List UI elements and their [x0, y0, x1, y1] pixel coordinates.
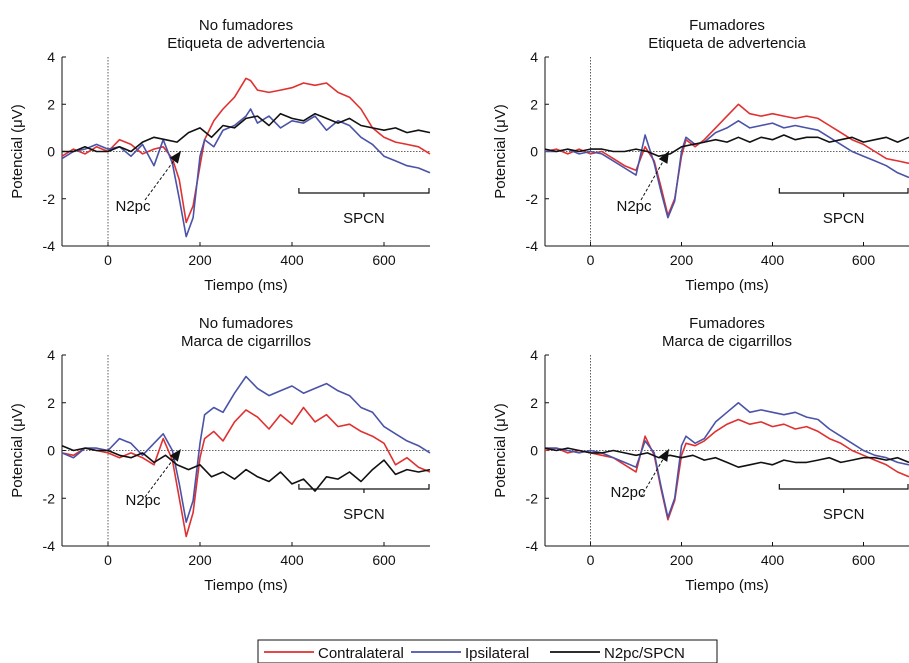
n2pc-arrow-head: [169, 449, 181, 462]
series-line-ipsilateral: [545, 120, 909, 219]
series-line-contralateral: [544, 103, 909, 217]
y-tick-label: -2: [526, 490, 539, 506]
series-line-ipsilateral: [61, 375, 431, 523]
spcn-bracket: [298, 484, 430, 493]
y-axis-label: Potencial (μV): [492, 403, 509, 498]
chart-title: Fumadores: [689, 315, 765, 332]
y-tick-label: -2: [43, 490, 56, 506]
x-axis-label: Tiempo (ms): [204, 277, 288, 294]
x-tick-label: 200: [670, 252, 694, 268]
y-axis-label: Potencial (μV): [9, 403, 26, 498]
series-line-ipsilateral: [61, 108, 431, 238]
y-tick-label: -4: [43, 538, 56, 554]
x-tick-label: 200: [188, 252, 212, 268]
x-tick-label: 200: [670, 552, 694, 568]
series-line-contralateral: [61, 77, 431, 224]
n2pc-arrow-head: [658, 151, 669, 164]
n2pc-label: N2pc: [125, 492, 161, 509]
y-tick-label: -4: [43, 238, 56, 254]
y-tick-label: 0: [530, 144, 538, 160]
spcn-bracket: [778, 188, 909, 197]
x-tick-label: 0: [587, 552, 595, 568]
chart-subtitle: Etiqueta de advertencia: [648, 35, 806, 52]
x-tick-label: 200: [188, 552, 212, 568]
y-axis-label: Potencial (μV): [9, 104, 26, 199]
n2pc-arrow-head: [658, 449, 669, 462]
chart-title: No fumadores: [199, 315, 293, 332]
legend: Contralateral Ipsilateral N2pc/SPCN: [257, 639, 718, 663]
y-tick-label: 4: [47, 49, 55, 65]
n2pc-arrow-head: [169, 151, 181, 164]
legend-box: [257, 639, 718, 663]
spcn-bracket: [298, 188, 430, 197]
n2pc-label: N2pc: [616, 198, 652, 215]
spcn-bracket: [778, 484, 909, 493]
legend-label-ipsilateral: Ipsilateral: [465, 645, 529, 662]
y-tick-label: -4: [526, 538, 539, 554]
x-axis-label: Tiempo (ms): [685, 577, 769, 594]
x-tick-label: 0: [587, 252, 595, 268]
y-tick-label: 4: [530, 49, 538, 65]
y-tick-label: 2: [47, 96, 55, 112]
series-line-contralateral: [61, 406, 431, 538]
y-tick-label: -4: [526, 238, 539, 254]
series-line-contralateral: [544, 418, 909, 521]
spcn-label: SPCN: [343, 506, 385, 523]
x-tick-label: 400: [761, 552, 785, 568]
x-tick-label: 0: [104, 252, 112, 268]
spcn-label: SPCN: [823, 506, 865, 523]
y-axis-label: Potencial (μV): [492, 104, 509, 199]
x-tick-label: 400: [761, 252, 785, 268]
series-line-ipsilateral: [545, 402, 909, 519]
legend-label-n2pc-spcn: N2pc/SPCN: [604, 645, 685, 662]
y-tick-label: 0: [47, 443, 55, 459]
spcn-label: SPCN: [823, 210, 865, 227]
x-tick-label: 600: [372, 252, 396, 268]
x-tick-label: 600: [852, 552, 876, 568]
y-tick-label: -2: [43, 191, 56, 207]
series-line-n2pc-spcn: [544, 134, 909, 157]
series-line-n2pc-spcn: [62, 112, 431, 153]
n2pc-label: N2pc: [610, 484, 646, 501]
legend-label-contralateral: Contralateral: [318, 645, 404, 662]
y-tick-label: 2: [530, 96, 538, 112]
x-tick-label: 0: [104, 552, 112, 568]
x-tick-label: 400: [280, 552, 304, 568]
y-tick-label: -2: [526, 191, 539, 207]
chart-subtitle: Etiqueta de advertencia: [167, 35, 325, 52]
n2pc-label: N2pc: [115, 198, 151, 215]
chart-title: Fumadores: [689, 17, 765, 34]
x-axis-label: Tiempo (ms): [685, 277, 769, 294]
chart-subtitle: Marca de cigarrillos: [181, 333, 311, 350]
y-tick-label: 4: [530, 347, 538, 363]
y-tick-label: 2: [530, 395, 538, 411]
x-tick-label: 400: [280, 252, 304, 268]
y-tick-label: 2: [47, 395, 55, 411]
series-line-n2pc-spcn: [61, 444, 431, 492]
x-axis-label: Tiempo (ms): [204, 577, 288, 594]
series-line-n2pc-spcn: [544, 447, 909, 468]
x-tick-label: 600: [852, 252, 876, 268]
y-tick-label: 0: [47, 144, 55, 160]
x-tick-label: 600: [372, 552, 396, 568]
chart-title: No fumadores: [199, 17, 293, 34]
y-tick-label: 4: [47, 347, 55, 363]
spcn-label: SPCN: [343, 210, 385, 227]
y-tick-label: 0: [530, 443, 538, 459]
chart-subtitle: Marca de cigarrillos: [662, 333, 792, 350]
